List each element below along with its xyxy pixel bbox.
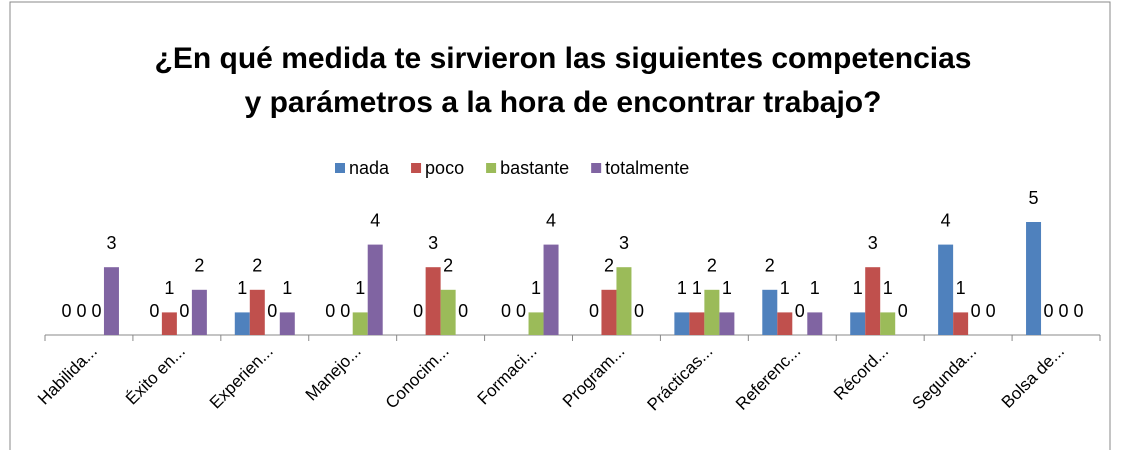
data-label: 1 bbox=[810, 278, 820, 298]
data-label: 1 bbox=[883, 278, 893, 298]
bar bbox=[762, 289, 778, 335]
data-label: 0 bbox=[589, 301, 599, 321]
data-label: 0 bbox=[76, 301, 86, 321]
data-label: 1 bbox=[956, 278, 966, 298]
data-label: 3 bbox=[106, 233, 116, 253]
bar bbox=[616, 267, 632, 335]
legend-swatch bbox=[411, 163, 422, 173]
data-label: 2 bbox=[252, 256, 262, 276]
data-label: 4 bbox=[941, 210, 951, 230]
bar bbox=[719, 312, 735, 335]
data-label: 0 bbox=[1074, 301, 1084, 321]
data-label: 2 bbox=[707, 256, 717, 276]
bar bbox=[234, 312, 250, 335]
bar bbox=[850, 312, 866, 335]
data-label: 1 bbox=[282, 278, 292, 298]
bar bbox=[807, 312, 823, 335]
bar bbox=[528, 312, 544, 335]
data-label: 1 bbox=[853, 278, 863, 298]
legend-swatch bbox=[486, 163, 497, 173]
data-label: 2 bbox=[765, 256, 775, 276]
bar bbox=[191, 289, 207, 335]
data-label: 1 bbox=[722, 278, 732, 298]
data-label: 1 bbox=[531, 278, 541, 298]
bar bbox=[279, 312, 295, 335]
bar bbox=[674, 312, 690, 335]
data-label: 0 bbox=[458, 301, 468, 321]
bar bbox=[704, 289, 720, 335]
chart-title: y parámetros a la hora de encontrar trab… bbox=[245, 86, 882, 119]
legend-swatch bbox=[335, 163, 345, 173]
bar bbox=[880, 312, 896, 335]
data-label: 3 bbox=[428, 233, 438, 253]
data-label: 1 bbox=[692, 278, 702, 298]
bar bbox=[161, 312, 177, 335]
data-label: 2 bbox=[443, 256, 453, 276]
bar bbox=[953, 312, 969, 335]
data-label: 0 bbox=[1044, 301, 1054, 321]
data-label: 0 bbox=[413, 301, 423, 321]
data-label: 1 bbox=[164, 278, 174, 298]
bar bbox=[249, 289, 265, 335]
bar bbox=[425, 267, 441, 335]
data-label: 0 bbox=[898, 301, 908, 321]
legend-label: poco bbox=[425, 158, 464, 178]
data-label: 3 bbox=[868, 233, 878, 253]
data-label: 0 bbox=[179, 301, 189, 321]
data-label: 1 bbox=[237, 278, 247, 298]
chart-frame bbox=[9, 1, 1111, 450]
bar bbox=[440, 289, 456, 335]
data-label: 5 bbox=[1029, 188, 1039, 208]
bar bbox=[938, 244, 954, 335]
bar bbox=[601, 289, 617, 335]
chart-title: ¿En qué medida te sirvieron las siguient… bbox=[155, 42, 972, 75]
data-label: 0 bbox=[149, 301, 159, 321]
data-label: 0 bbox=[795, 301, 805, 321]
legend-label: nada bbox=[349, 158, 390, 178]
data-label: 4 bbox=[546, 210, 556, 230]
data-label: 0 bbox=[634, 301, 644, 321]
data-label: 0 bbox=[267, 301, 277, 321]
legend-swatch bbox=[591, 163, 602, 173]
data-label: 0 bbox=[501, 301, 511, 321]
data-label: 2 bbox=[194, 256, 204, 276]
data-label: 0 bbox=[986, 301, 996, 321]
data-label: 0 bbox=[971, 301, 981, 321]
data-label: 1 bbox=[355, 278, 365, 298]
bar bbox=[352, 312, 368, 335]
data-label: 0 bbox=[91, 301, 101, 321]
legend-label: totalmente bbox=[605, 158, 689, 178]
bar bbox=[689, 312, 705, 335]
bar bbox=[367, 244, 383, 335]
data-label: 0 bbox=[340, 301, 350, 321]
bar bbox=[1026, 222, 1042, 335]
data-label: 0 bbox=[61, 301, 71, 321]
data-label: 2 bbox=[604, 256, 614, 276]
bar bbox=[777, 312, 793, 335]
data-label: 3 bbox=[619, 233, 629, 253]
data-label: 4 bbox=[370, 210, 380, 230]
data-label: 1 bbox=[677, 278, 687, 298]
data-label: 0 bbox=[516, 301, 526, 321]
data-label: 0 bbox=[1059, 301, 1069, 321]
legend-label: bastante bbox=[500, 158, 569, 178]
bar bbox=[865, 267, 881, 335]
bar bbox=[543, 244, 559, 335]
data-label: 0 bbox=[325, 301, 335, 321]
bar bbox=[103, 267, 119, 335]
data-label: 1 bbox=[780, 278, 790, 298]
